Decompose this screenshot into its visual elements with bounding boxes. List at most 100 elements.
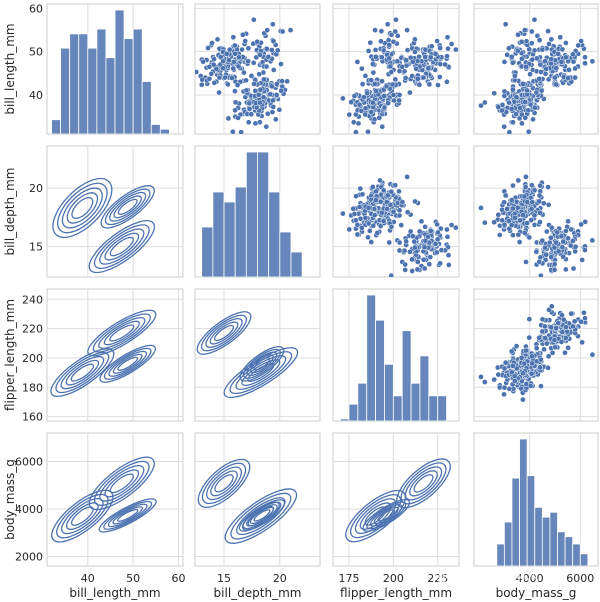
scatter-point [501, 221, 508, 228]
scatter-point [396, 97, 403, 104]
hist-bar [579, 553, 589, 566]
scatter-point [508, 222, 515, 228]
hist-bar [159, 128, 170, 134]
scatter-point [273, 92, 280, 98]
scatter-point [553, 325, 560, 332]
kde-contour [209, 321, 239, 345]
scatter-point [381, 104, 388, 111]
scatter-point [526, 316, 533, 322]
scatter-point [414, 58, 421, 65]
scatter-point [232, 99, 239, 106]
scatter-point [387, 63, 394, 70]
kde-contour [109, 191, 147, 222]
scatter-point [365, 220, 372, 227]
scatter-point [523, 347, 529, 354]
scatter-point [589, 237, 596, 244]
x-tick-label: 40 [81, 572, 95, 585]
kde-contour [103, 500, 153, 530]
scatter-point [240, 31, 246, 38]
scatter-point [523, 63, 529, 70]
panel-bill_depth_mm-vs-body_mass_g [473, 145, 599, 278]
scatter-point [501, 365, 508, 372]
scatter-point [533, 55, 540, 62]
scatter-point [361, 94, 367, 101]
scatter-point [386, 42, 393, 48]
scatter-point [199, 76, 206, 83]
scatter-point [396, 247, 403, 254]
x-axis-label: bill_depth_mm [214, 586, 302, 600]
scatter-point [529, 199, 536, 205]
scatter-point [582, 247, 588, 253]
hist-bar [201, 226, 214, 277]
hist-bar [141, 81, 152, 134]
scatter-point [452, 224, 459, 231]
scatter-point [491, 90, 498, 97]
scatter-point [528, 206, 535, 212]
scatter-point [530, 116, 536, 123]
scatter-point [567, 242, 574, 249]
scatter-point [513, 111, 519, 118]
scatter-point [546, 41, 552, 47]
hist-bar [437, 395, 447, 421]
scatter-point [230, 128, 236, 134]
kde-contour [104, 469, 140, 498]
panel-flipper_length_mm-vs-bill_length_mm [46, 288, 184, 422]
scatter-point [388, 223, 395, 230]
scatter-point [495, 211, 502, 218]
scatter-point [276, 106, 283, 113]
scatter-point [501, 88, 508, 95]
scatter-point [388, 69, 395, 75]
y-tick-label: 50 [29, 46, 43, 59]
scatter-point [552, 74, 558, 81]
hist-bar [114, 9, 125, 134]
scatter-point [564, 328, 571, 335]
kde-contour [52, 177, 113, 239]
scatter-point [279, 28, 286, 35]
scatter-point [553, 81, 560, 88]
scatter-point [263, 123, 270, 130]
kde-contour [100, 185, 155, 229]
scatter-point [251, 81, 257, 87]
scatter-point [552, 344, 559, 351]
scatter-point [370, 69, 377, 76]
kde-contour [117, 198, 138, 215]
scatter-point [346, 111, 353, 118]
scatter-point [422, 223, 428, 230]
scatter-point [532, 104, 538, 111]
scatter-point [364, 90, 371, 97]
scatter-point [553, 65, 560, 72]
kde-contour [396, 458, 451, 509]
scatter-point [506, 386, 513, 392]
scatter-point [404, 209, 411, 216]
scatter-point [551, 267, 558, 273]
scatter-point [565, 344, 571, 351]
scatter-point [195, 69, 200, 75]
scatter-point [254, 38, 261, 45]
scatter-point [235, 114, 241, 121]
scatter-point [512, 73, 518, 79]
panel-body_mass_g-vs-bill_length_mm [46, 432, 184, 567]
scatter-point [545, 28, 551, 34]
scatter-point [388, 188, 395, 195]
scatter-point [537, 61, 544, 68]
kde-contour [197, 458, 251, 508]
scatter-point [351, 211, 358, 217]
scatter-point [551, 337, 558, 343]
scatter-point [510, 119, 516, 126]
scatter-point [523, 381, 530, 387]
scatter-point [518, 38, 525, 45]
scatter-point [284, 78, 291, 85]
scatter-point [481, 99, 488, 106]
x-tick-label: 200 [383, 572, 404, 585]
scatter-point [412, 36, 418, 43]
scatter-point [368, 77, 375, 83]
panel-bill_depth_mm-vs-bill_length_mm [46, 145, 184, 278]
panel-bill_length_mm-vs-flipper_length_mm [332, 3, 460, 135]
scatter-point [399, 199, 406, 205]
scatter-point [402, 261, 409, 268]
scatter-point [389, 81, 396, 88]
scatter-point [274, 47, 281, 54]
scatter-point [506, 45, 512, 52]
scatter-point [427, 228, 434, 234]
